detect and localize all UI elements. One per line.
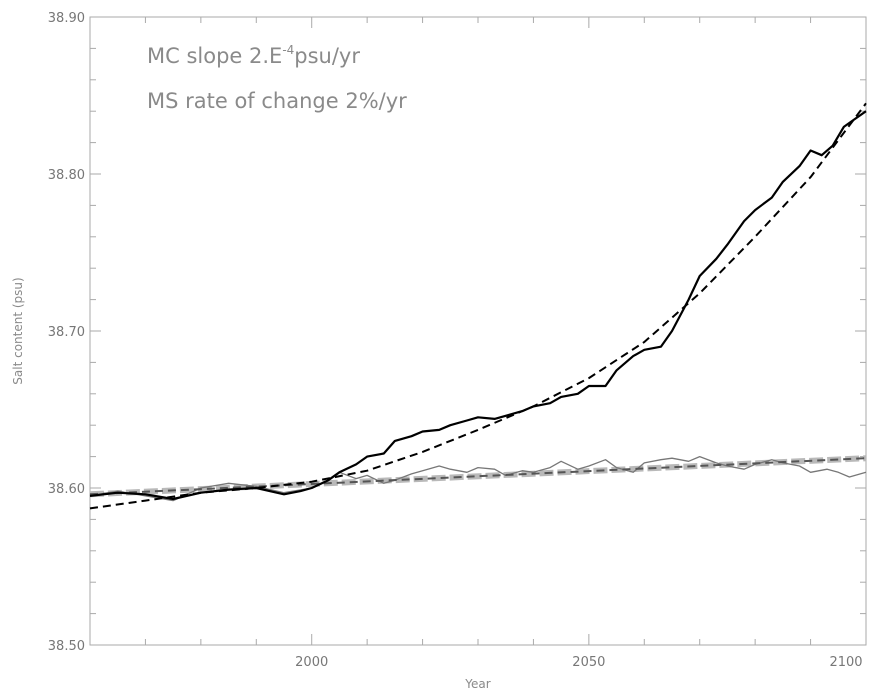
x-tick-label: 2050 [572,655,605,670]
y-tick-label: 38.80 [48,168,85,183]
series-ms-fit-band [89,455,867,498]
y-tick-label: 38.60 [48,482,85,497]
annotation-ms-rate: MS rate of change 2%/yr [147,89,407,113]
y-tick-label: 38.50 [48,639,85,654]
x-tick-label: 2000 [295,655,328,670]
axis-tick-labels: 38.50 38.60 38.70 38.80 38.90 2000 2050 2100 [48,11,863,670]
series-mc-fit-dashed-line [89,102,867,510]
annotation-mc-slope: MC slope 2.E-4psu/yr [147,43,360,68]
x-tick-label: 2100 [829,655,862,670]
y-tick-label: 38.90 [48,11,85,26]
y-axis-title: Salt content (psu) [11,277,25,384]
axis-ticks [90,16,867,646]
series-mc-observed-line [89,110,867,501]
x-axis-title: Year [464,677,490,691]
annotation-mc-exponent: -4 [282,43,294,57]
y-tick-label: 38.70 [48,325,85,340]
series-layer [89,102,867,510]
